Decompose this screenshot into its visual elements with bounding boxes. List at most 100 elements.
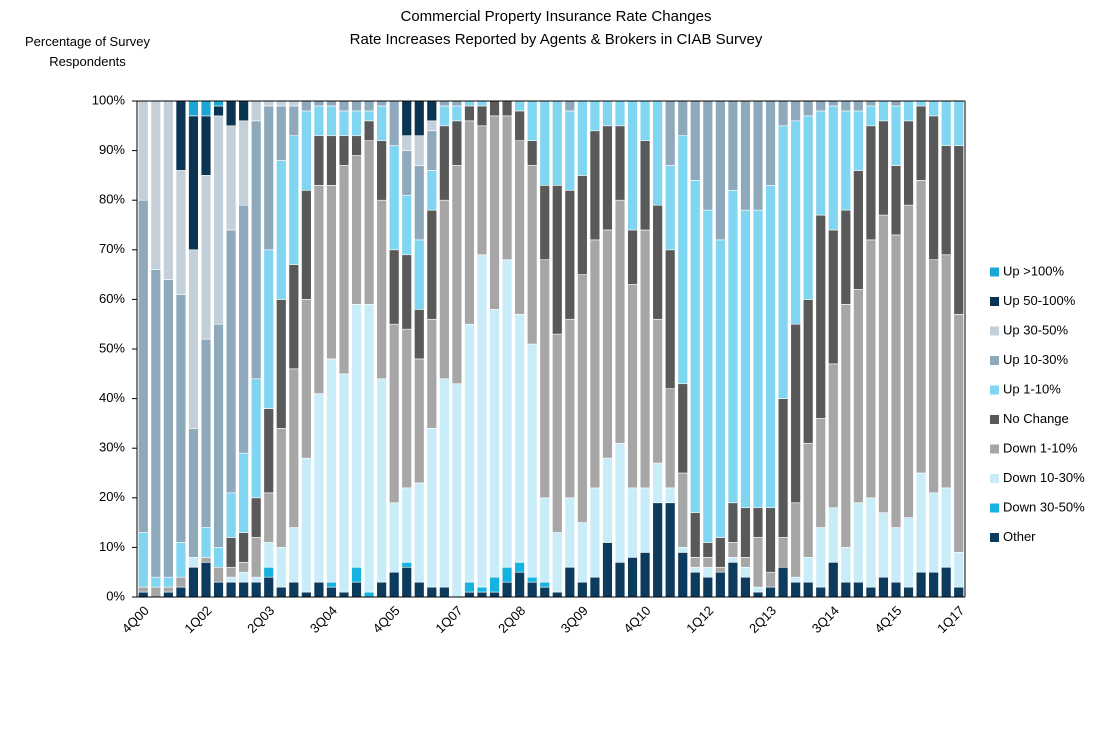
bar-segment — [664, 249, 676, 389]
bar-segment — [727, 542, 739, 558]
bar-segment — [426, 318, 438, 429]
bar-segment — [476, 591, 488, 598]
bar-segment — [727, 502, 739, 543]
bar-segment — [188, 100, 199, 117]
bar-segment — [915, 571, 927, 598]
bar-segment — [740, 557, 751, 568]
bar-segment — [401, 135, 412, 151]
bar-segment — [727, 561, 739, 598]
y-axis-label: Percentage of Survey Respondents — [24, 34, 151, 69]
bar-segment — [401, 194, 412, 256]
bar-segment — [439, 105, 450, 127]
bar-segment — [501, 100, 513, 117]
bar-segment — [552, 591, 563, 598]
bar-segment — [652, 502, 663, 598]
bar-segment — [326, 105, 337, 137]
bar-segment — [388, 502, 400, 573]
y-tick-label: 30% — [99, 440, 125, 455]
bar-segment — [564, 497, 576, 568]
bar-segment — [815, 527, 826, 588]
bar-segment — [263, 492, 274, 543]
bar-segment — [790, 576, 801, 583]
bar-segment — [840, 100, 852, 112]
bar-segment — [263, 105, 274, 251]
bar-segment — [363, 120, 375, 141]
bar-segment — [677, 472, 688, 548]
legend-label: No Change — [1003, 411, 1069, 426]
bar-segment — [614, 199, 626, 444]
legend-swatch — [990, 385, 999, 395]
bar-segment — [865, 125, 877, 241]
bar-segment — [225, 581, 237, 598]
bar-segment — [414, 309, 425, 360]
bar-segment — [953, 100, 964, 146]
bar-segment — [489, 100, 500, 117]
bar-segment — [740, 100, 751, 211]
bar-segment — [313, 393, 325, 583]
bar-segment — [338, 100, 350, 112]
bar-segment — [878, 120, 889, 216]
bar-segment — [326, 135, 337, 186]
bar-segment — [138, 199, 149, 533]
bar-segment — [953, 313, 964, 553]
bar-segment — [338, 110, 350, 137]
bar-segment — [451, 100, 463, 107]
bar-segment — [777, 566, 789, 598]
bar-segment — [552, 100, 563, 186]
bar-segment — [627, 284, 638, 489]
bar-segment — [928, 115, 939, 261]
bar-segment — [790, 120, 801, 325]
bar-segment — [451, 120, 463, 166]
bar-segment — [426, 120, 438, 132]
bar-segment — [727, 189, 739, 504]
bar-segment — [401, 100, 412, 137]
bar-segment — [150, 100, 162, 270]
bar-segment — [890, 581, 902, 598]
bar-segment — [828, 100, 839, 107]
bar-segment — [514, 313, 525, 563]
bar-segment — [501, 566, 513, 583]
bar-segment — [702, 557, 714, 568]
bar-segment — [313, 105, 325, 137]
bar-segment — [238, 204, 249, 454]
bar-segment — [489, 576, 500, 593]
bar-segment — [250, 537, 262, 578]
bar-segment — [915, 472, 927, 573]
y-tick-label: 0% — [106, 588, 125, 603]
chart-title: Commercial Property Insurance Rate Chang… — [401, 8, 712, 25]
bar-segment — [288, 581, 300, 598]
bar-segment — [564, 318, 576, 499]
bar-segment — [602, 542, 613, 598]
bar-segment — [401, 150, 412, 196]
bar-segment — [188, 566, 199, 598]
bar-segment — [414, 135, 425, 166]
bar-segment — [263, 576, 274, 598]
legend-label: Up 50-100% — [1003, 293, 1076, 308]
bar-segment — [552, 532, 563, 593]
bar-segment — [213, 100, 224, 107]
bar-segment — [351, 155, 362, 305]
bar-segment — [338, 373, 350, 593]
bar-segment — [225, 229, 237, 494]
bar-segment — [414, 581, 425, 598]
legend-swatch — [990, 415, 999, 424]
bar-segment — [351, 110, 362, 137]
bar-segment — [727, 100, 739, 191]
bar-segment — [250, 120, 262, 380]
bar-segment — [915, 105, 927, 181]
bar-segment — [577, 100, 588, 176]
bar-segment — [865, 586, 877, 598]
bar-segment — [602, 229, 613, 459]
y-tick-label: 40% — [99, 390, 125, 405]
y-tick-label: 20% — [99, 489, 125, 504]
bar-segment — [263, 249, 274, 409]
bar-segment — [175, 294, 187, 543]
bar-segment — [213, 323, 224, 548]
bar-segment — [301, 110, 312, 191]
legend-swatch — [990, 444, 999, 454]
bar-segment — [150, 586, 162, 598]
bar-segment — [940, 487, 952, 568]
bar-segment — [351, 566, 362, 583]
bar-segment — [464, 323, 475, 583]
bar-segment — [840, 304, 852, 548]
